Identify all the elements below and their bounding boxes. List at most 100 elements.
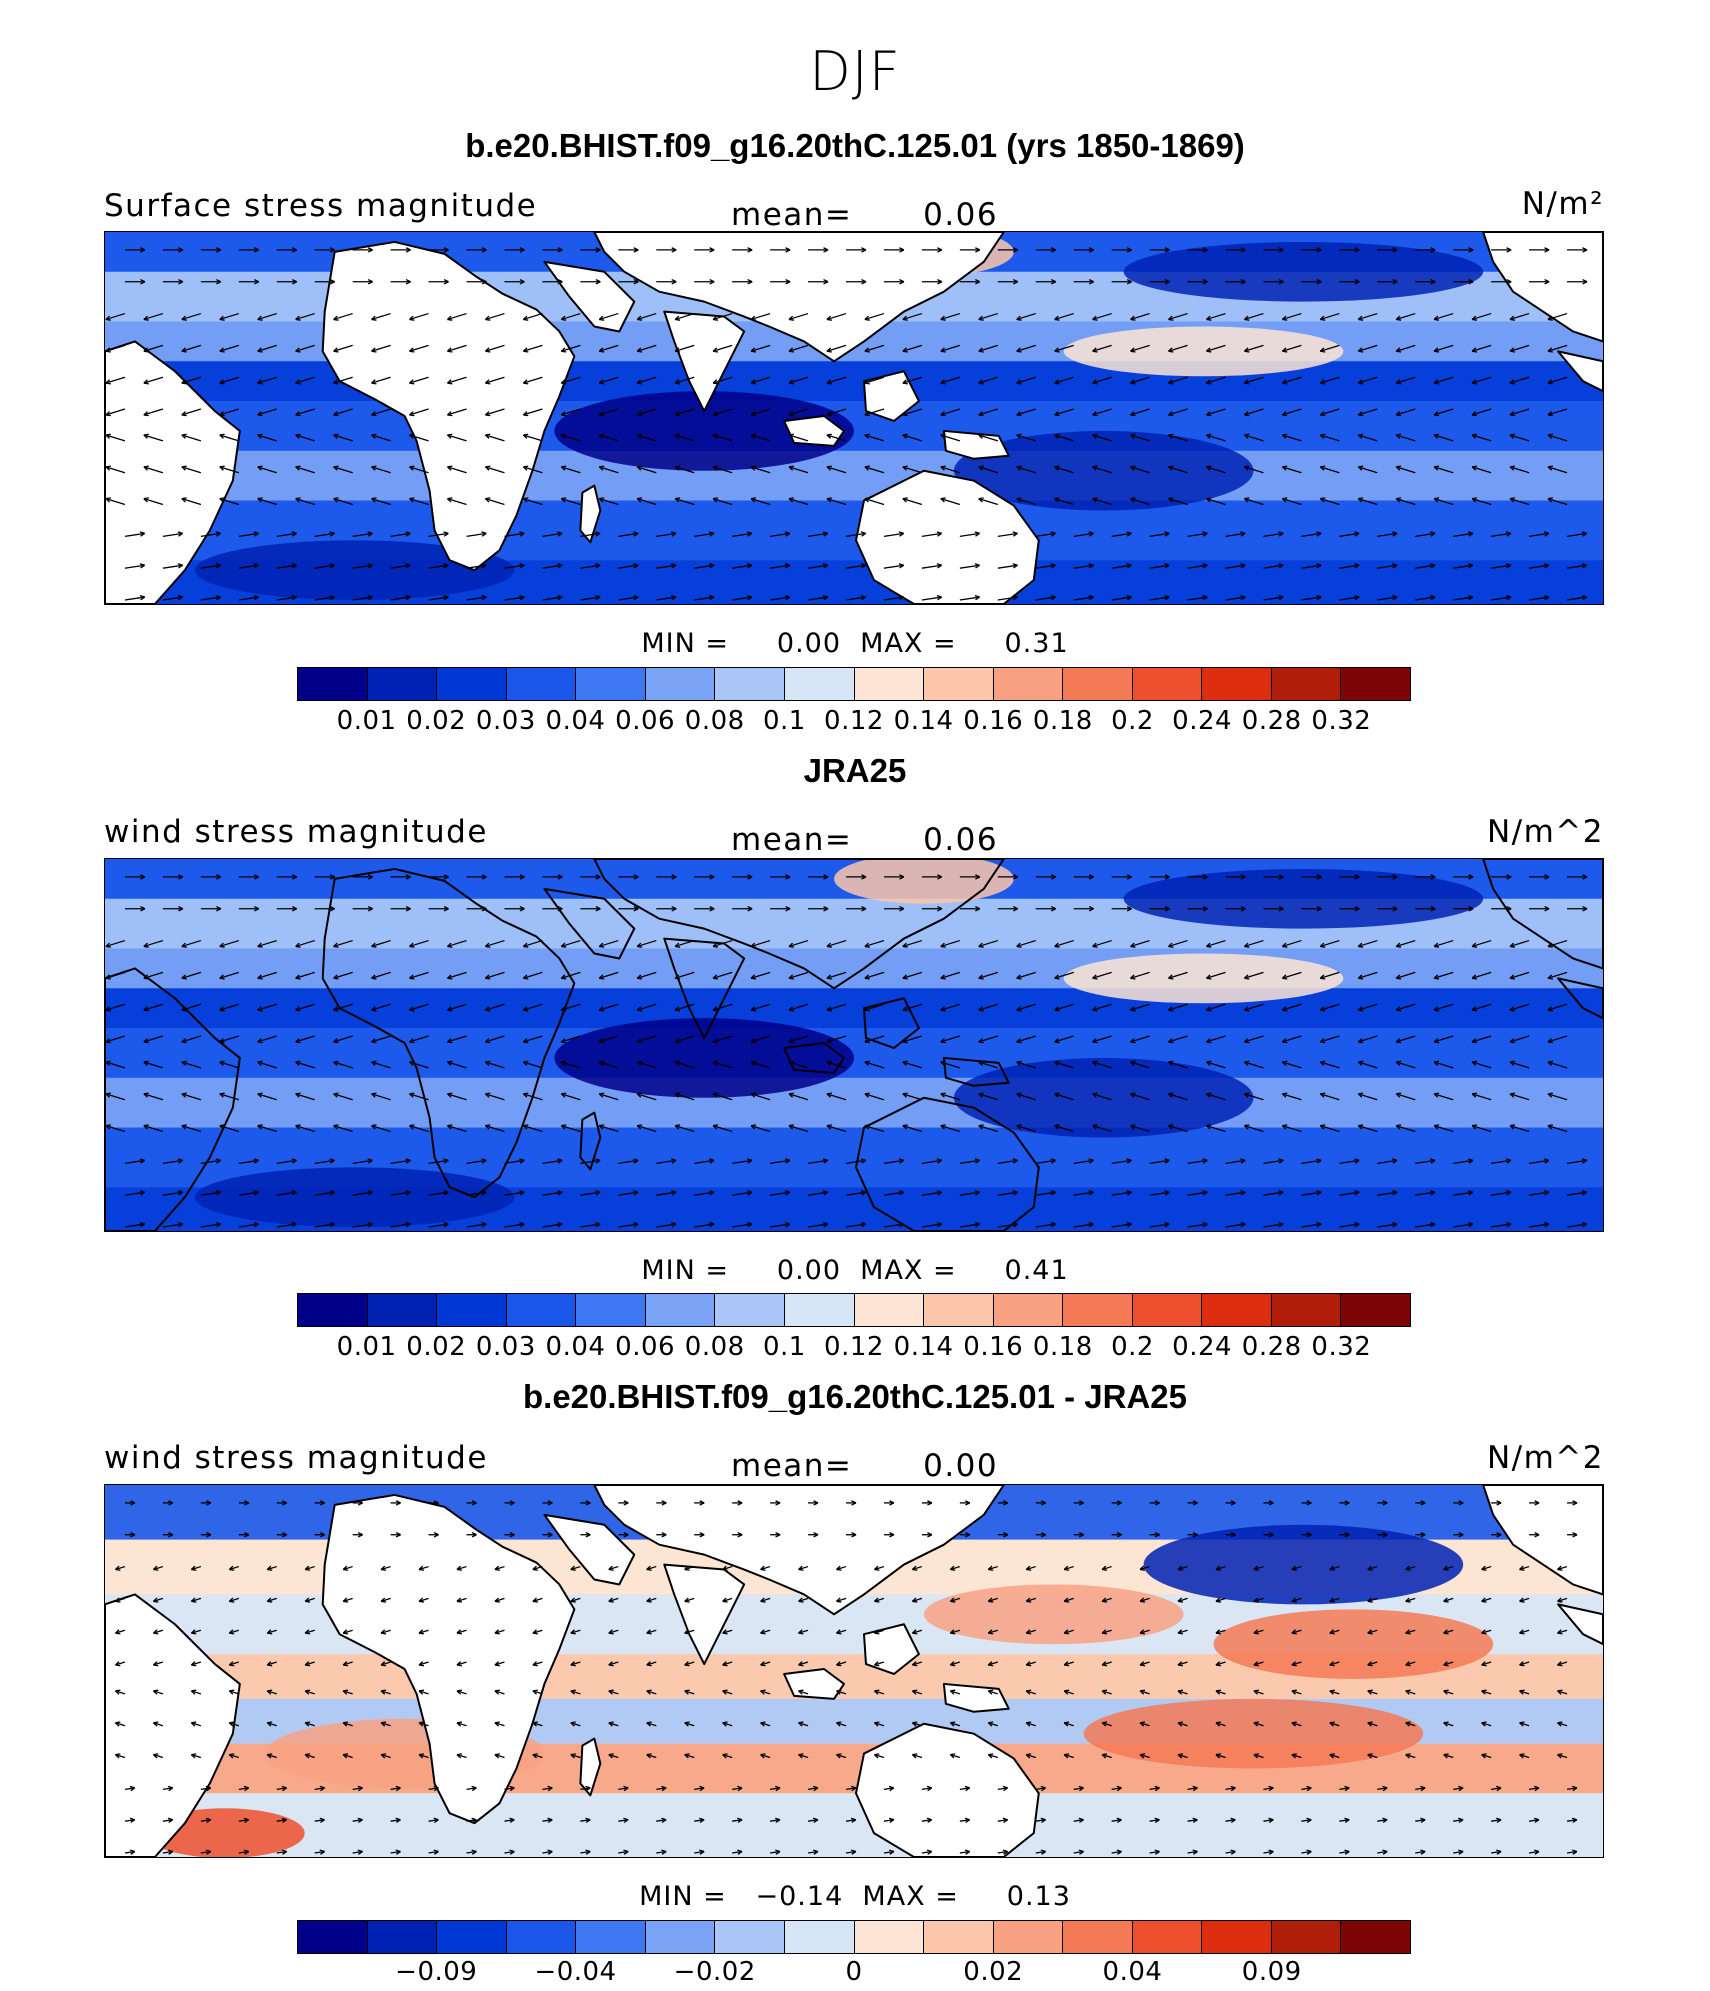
wind-vector xyxy=(162,596,183,601)
wind-vector-head xyxy=(484,1038,491,1044)
wind-vector-head xyxy=(1130,379,1136,385)
wind-vector xyxy=(352,1191,373,1196)
wind-vector-head xyxy=(1519,1661,1525,1667)
wind-vector xyxy=(1092,1061,1112,1069)
wind-vector-head xyxy=(418,1689,425,1695)
wind-vector-head xyxy=(636,347,643,353)
wind-vector xyxy=(1471,498,1492,506)
wind-vector xyxy=(1177,1722,1188,1727)
wind-vector xyxy=(1471,1125,1492,1133)
wind-vector xyxy=(314,1819,325,1822)
wind-vector xyxy=(988,1690,998,1695)
wind-vector-head xyxy=(902,1092,908,1098)
wind-vector-head xyxy=(911,1597,918,1603)
wind-vector-head xyxy=(822,1190,829,1196)
wind-vector-head xyxy=(228,1753,235,1759)
wind-vector xyxy=(115,1690,126,1695)
wind-vector-head xyxy=(409,1060,415,1066)
wind-vector-head xyxy=(1395,411,1402,417)
wind-vector-head xyxy=(1063,1565,1070,1571)
wind-vector-head xyxy=(873,1753,880,1759)
wind-vector xyxy=(494,1661,505,1666)
wind-vector-head xyxy=(1240,594,1246,601)
wind-vector xyxy=(921,1191,942,1196)
wind-vector-head xyxy=(746,594,753,601)
wind-vector-head xyxy=(456,1753,463,1759)
wind-vector xyxy=(1177,1690,1188,1695)
wind-vector xyxy=(485,344,505,352)
wind-vector-head xyxy=(1357,942,1364,948)
wind-vector xyxy=(409,1093,429,1101)
wind-vector-head xyxy=(1205,1060,1212,1066)
wind-vector xyxy=(257,971,277,979)
colorbar-tick-label: 0.28 xyxy=(1241,706,1302,736)
wind-vector xyxy=(978,1125,998,1133)
wind-vector-head xyxy=(1509,1038,1516,1044)
wind-vector-head xyxy=(371,315,377,321)
wind-vector xyxy=(257,408,277,416)
wind-vector xyxy=(153,1629,164,1634)
wind-vector xyxy=(238,1819,249,1822)
wind-vector xyxy=(770,1787,781,1791)
wind-vector-head xyxy=(860,563,867,569)
wind-vector-head xyxy=(295,465,301,471)
wind-vector xyxy=(1282,498,1302,506)
wind-vector-head xyxy=(860,1158,867,1164)
wind-vector xyxy=(722,1629,733,1634)
wind-vector xyxy=(143,1003,164,1011)
wind-vector-head xyxy=(1430,1221,1436,1228)
wind-vector-head xyxy=(105,974,111,980)
wind-vector xyxy=(826,1003,847,1011)
wind-vector xyxy=(997,1850,1008,1854)
wind-vector-head xyxy=(709,905,715,912)
wind-vector-head xyxy=(190,1661,197,1667)
wind-vector-head xyxy=(1164,563,1170,569)
wind-vector-head xyxy=(671,278,677,285)
colorbar-tick-label: −0.02 xyxy=(673,1957,756,1987)
wind-vector xyxy=(333,408,353,416)
wind-vector-head xyxy=(864,465,870,471)
wind-vector-head xyxy=(1168,497,1174,503)
wind-vector-head xyxy=(712,1006,719,1012)
wind-vector-head xyxy=(329,278,335,285)
wind-vector-head xyxy=(494,1721,500,1727)
wind-vector-head xyxy=(974,1221,980,1228)
wind-vector xyxy=(826,344,847,352)
wind-vector xyxy=(1187,532,1208,538)
wind-vector-head xyxy=(1581,1158,1588,1164)
wind-vector xyxy=(257,466,277,474)
wind-vector xyxy=(788,1061,809,1069)
wind-vector-head xyxy=(547,1817,553,1824)
wind-vector xyxy=(456,1629,467,1634)
wind-vector-head xyxy=(1344,1817,1350,1824)
wind-vector-head xyxy=(646,1629,652,1635)
wind-vector xyxy=(902,344,923,352)
wind-vector-head xyxy=(750,315,757,321)
wind-vector-head xyxy=(1139,1689,1146,1695)
wind-vector-head xyxy=(570,1689,576,1695)
wind-vector xyxy=(352,564,373,569)
wind-vector-head xyxy=(519,594,525,601)
wind-vector-head xyxy=(405,1190,411,1196)
wind-vector-head xyxy=(1101,1661,1108,1667)
wind-vector xyxy=(1253,1753,1264,1759)
wind-vector-head xyxy=(712,1060,719,1066)
wind-vector xyxy=(295,1125,315,1133)
wind-vector-head xyxy=(633,594,639,601)
wind-vector-head xyxy=(1054,974,1060,980)
wind-vector-head xyxy=(1050,1221,1056,1228)
wind-vector-head xyxy=(143,315,149,321)
wind-vector xyxy=(219,939,240,948)
wind-vector xyxy=(295,376,315,384)
wind-vector-head xyxy=(775,1531,781,1538)
wind-vector xyxy=(636,1035,657,1043)
wind-vector-head xyxy=(409,497,415,503)
wind-vector-head xyxy=(1025,1661,1032,1667)
wind-vector xyxy=(304,1597,315,1602)
wind-vector-head xyxy=(1205,465,1212,471)
wind-vector xyxy=(181,376,202,384)
wind-vector xyxy=(1329,1565,1340,1571)
wind-vector-head xyxy=(784,1221,791,1228)
wind-vector-head xyxy=(598,974,605,980)
wind-vector xyxy=(1130,1035,1150,1043)
